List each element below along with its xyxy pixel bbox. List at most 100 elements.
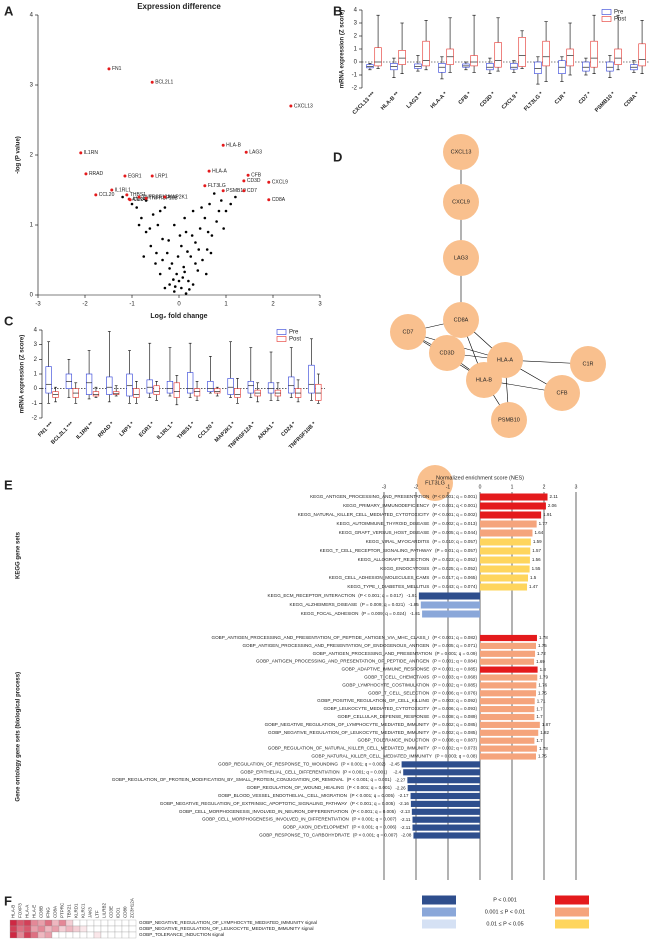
- x-tick-label: -3: [35, 302, 41, 308]
- legend-label: Post: [614, 17, 626, 23]
- column-label: CD3E: [109, 906, 114, 918]
- point: [197, 248, 201, 251]
- category-label: GOBP_ANTIGEN_PROCESSING_AND_PRESENTATION…: [212, 635, 478, 640]
- y-tick-label: 2: [354, 34, 358, 40]
- value-label: 1.78: [539, 746, 548, 751]
- box: [518, 36, 526, 67]
- y-tick-label: 0: [34, 386, 38, 392]
- legend-swatch: [555, 895, 589, 905]
- category-name: GOBP_T_CELL_SELECTION: [368, 691, 429, 696]
- highlight-point: [242, 189, 246, 193]
- category-label: KEGG_ANTIGEN_PROCESSING_AND_PRESENTATION…: [310, 494, 477, 499]
- point: [220, 199, 223, 202]
- point: [155, 251, 158, 255]
- category-name: KEGG_GRAFT_VERSUS_HOST_DISEASE: [339, 530, 430, 535]
- heat-cell: [100, 919, 109, 927]
- bar: [480, 745, 537, 752]
- value-label: -2.45: [389, 762, 400, 767]
- value-label: 1.57: [532, 548, 541, 553]
- point: [184, 292, 188, 295]
- value-label: 1.75: [538, 643, 547, 648]
- point-label: CCL20: [99, 192, 115, 198]
- y-tick-label: -2: [352, 86, 358, 92]
- box: [288, 376, 295, 394]
- column-label: HLA-A: [25, 905, 30, 918]
- point-label: MAP2K1: [168, 194, 188, 200]
- bar: [403, 769, 480, 776]
- point: [184, 230, 188, 234]
- point: [144, 230, 148, 234]
- category-name: GOBP_RESPONSE_TO_CARBOHYDRATE: [259, 833, 350, 838]
- bar: [480, 556, 530, 564]
- heat-cell: [65, 925, 74, 933]
- heat-cell: [128, 925, 137, 933]
- box: [153, 385, 160, 395]
- category-label: GOBP_AXON_DEVELOPMENT (P < 0.001; q = 0.0…: [283, 825, 397, 830]
- category-name: GOBP_TOLERANCE_INDUCTION: [357, 738, 429, 743]
- box: [267, 382, 275, 394]
- category-stats: (P < 0.001; q < 0.001): [432, 503, 477, 508]
- panel-label: F: [4, 893, 12, 908]
- heat-cell: [86, 919, 95, 927]
- heat-cell: [51, 925, 60, 933]
- category-label: KEGG_ALZHEIMERS_DISEASE (P = 0.009; q = 0…: [290, 602, 406, 607]
- panel-label: B: [333, 3, 342, 18]
- category-label: KEGG_ECM_RECEPTOR_INTERACTION (P < 0.001;…: [268, 593, 404, 598]
- point: [178, 234, 182, 237]
- category-label: KEGG_ENDOCYTOSIS (P = 0.025; q = 0.052): [380, 566, 477, 571]
- point: [186, 250, 189, 253]
- bar: [401, 761, 480, 768]
- category-name: GOBP_ANTIGEN_PROCESSING_AND_PRESENTATION…: [256, 659, 429, 664]
- bar: [480, 713, 535, 721]
- bar: [407, 785, 480, 792]
- x-tick-label: FLT3LG *: [523, 91, 545, 113]
- heat-cell: [44, 925, 53, 933]
- bar: [480, 529, 533, 537]
- point-label: TNFRSF10B: [149, 196, 178, 202]
- category-label: GOBP_REGULATION_OF_PROTEIN_MODIFICATION_…: [112, 777, 392, 782]
- column-label: LTF: [95, 910, 100, 918]
- y-axis-label: mRNA expression (Z score): [20, 335, 26, 413]
- value-label: 1.82: [540, 730, 549, 735]
- category-name: KEGG_FOCAL_ADHESION: [301, 611, 359, 616]
- category-name: KEGG_CELL_ADHESION_MOLECULES_CAMS: [329, 575, 430, 580]
- x-tick-label: PSMB10 *: [594, 91, 617, 114]
- point: [208, 202, 211, 206]
- column-label: JAK3: [88, 907, 93, 918]
- heat-cell: [86, 925, 95, 933]
- point-label: FN1: [112, 66, 122, 72]
- value-label: -2.08: [401, 833, 412, 838]
- category-name: GOBP_REGULATION_OF_RESPONSE_TO_WOUNDING: [218, 762, 338, 767]
- x-tick-label: -2: [414, 484, 419, 490]
- box: [462, 63, 470, 68]
- legend-swatch: [276, 336, 287, 342]
- point: [217, 209, 221, 213]
- point: [165, 251, 169, 255]
- highlight-point: [221, 143, 225, 147]
- column-label: KLRD1: [74, 903, 79, 918]
- highlight-point: [79, 151, 83, 155]
- point-label: CFB: [251, 173, 262, 179]
- box: [106, 376, 113, 395]
- category-stats: (P < 0.001; q = 0.001): [347, 785, 392, 790]
- category-label: KEGG_PRIMARY_IMMUNODEFICIENCY (P < 0.001;…: [343, 503, 477, 508]
- category-label: KEGG_GRAFT_VERSUS_HOST_DISEASE (P = 0.005…: [339, 530, 478, 535]
- x-tick-label: CFB *: [458, 91, 473, 106]
- category-stats: (P = 0.005; q = 0.071): [432, 643, 477, 648]
- value-label: -1.85: [409, 602, 420, 607]
- value-label: -2.27: [395, 777, 406, 782]
- heat-cell: [9, 919, 18, 927]
- box: [398, 49, 406, 65]
- heat-cell: [121, 919, 130, 927]
- heat-cell: [37, 931, 46, 939]
- y-tick-label: 1: [30, 223, 34, 229]
- x-tick-label: HLA-A *: [430, 91, 449, 110]
- point: [180, 244, 183, 248]
- point: [209, 251, 213, 255]
- category-name: GOBP_REGULATION_OF_PROTEIN_MODIFICATION_…: [112, 777, 344, 782]
- network-node: [390, 314, 426, 350]
- y-tick-label: 1: [354, 47, 358, 53]
- x-tick-label: 2: [543, 484, 546, 490]
- column-label: ZC3H12A: [130, 898, 135, 918]
- node-label: CFB: [557, 390, 568, 396]
